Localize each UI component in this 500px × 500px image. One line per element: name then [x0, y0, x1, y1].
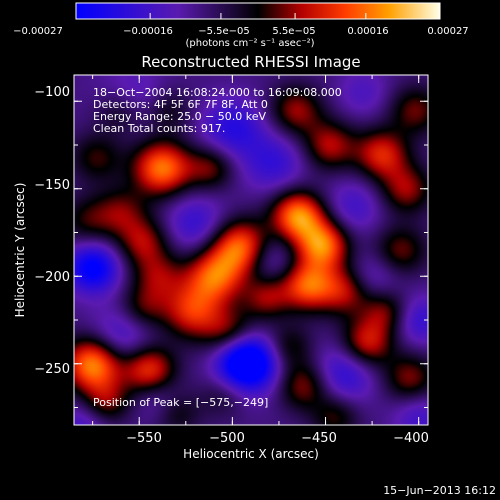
y-axis-label: Heliocentric Y (arcsec)	[13, 182, 27, 318]
plot-frame	[73, 74, 429, 426]
annotation-peak-position: Position of Peak = [−575,−249]	[93, 396, 269, 409]
heatmap-image	[74, 75, 428, 425]
x-tick-label: −450	[301, 431, 337, 446]
annotation-clean-counts: Clean Total counts: 917.	[93, 122, 226, 135]
colorbar	[75, 2, 441, 20]
y-tick-label: −200	[34, 270, 70, 285]
x-tick-label: −500	[209, 431, 245, 446]
timestamp: 15−Jun−2013 16:12	[383, 484, 496, 497]
x-tick-label: −400	[393, 431, 429, 446]
colorbar-ticks	[75, 13, 441, 19]
x-tick-label: −550	[126, 431, 162, 446]
colorbar-tick-label: −5.5e−05	[198, 26, 250, 37]
annotation-time-range: 18−Oct−2004 16:08:24.000 to 16:09:08.000	[93, 86, 342, 99]
chart-title: Reconstructed RHESSI Image	[141, 53, 361, 71]
colorbar-tick-label: −0.00027	[13, 26, 63, 37]
y-tick-label: −150	[34, 178, 70, 193]
axis-ticks	[74, 75, 428, 425]
colorbar-tick-label: 0.00027	[427, 26, 469, 37]
colorbar-tick-label: 5.5e−05	[272, 26, 316, 37]
y-tick-label: −100	[34, 85, 70, 100]
y-tick-label: −250	[34, 362, 70, 377]
colorbar-unit-label: (photons cm⁻² s⁻¹ asec⁻²)	[185, 38, 315, 49]
colorbar-tick-label: −0.00016	[123, 26, 173, 37]
annotation-detectors: Detectors: 4F 5F 6F 7F 8F, Att 0	[93, 98, 268, 111]
colorbar-tick-label: 0.00016	[347, 26, 389, 37]
x-axis-label: Heliocentric X (arcsec)	[183, 447, 319, 461]
annotation-energy-range: Energy Range: 25.0 − 50.0 keV	[93, 110, 267, 123]
